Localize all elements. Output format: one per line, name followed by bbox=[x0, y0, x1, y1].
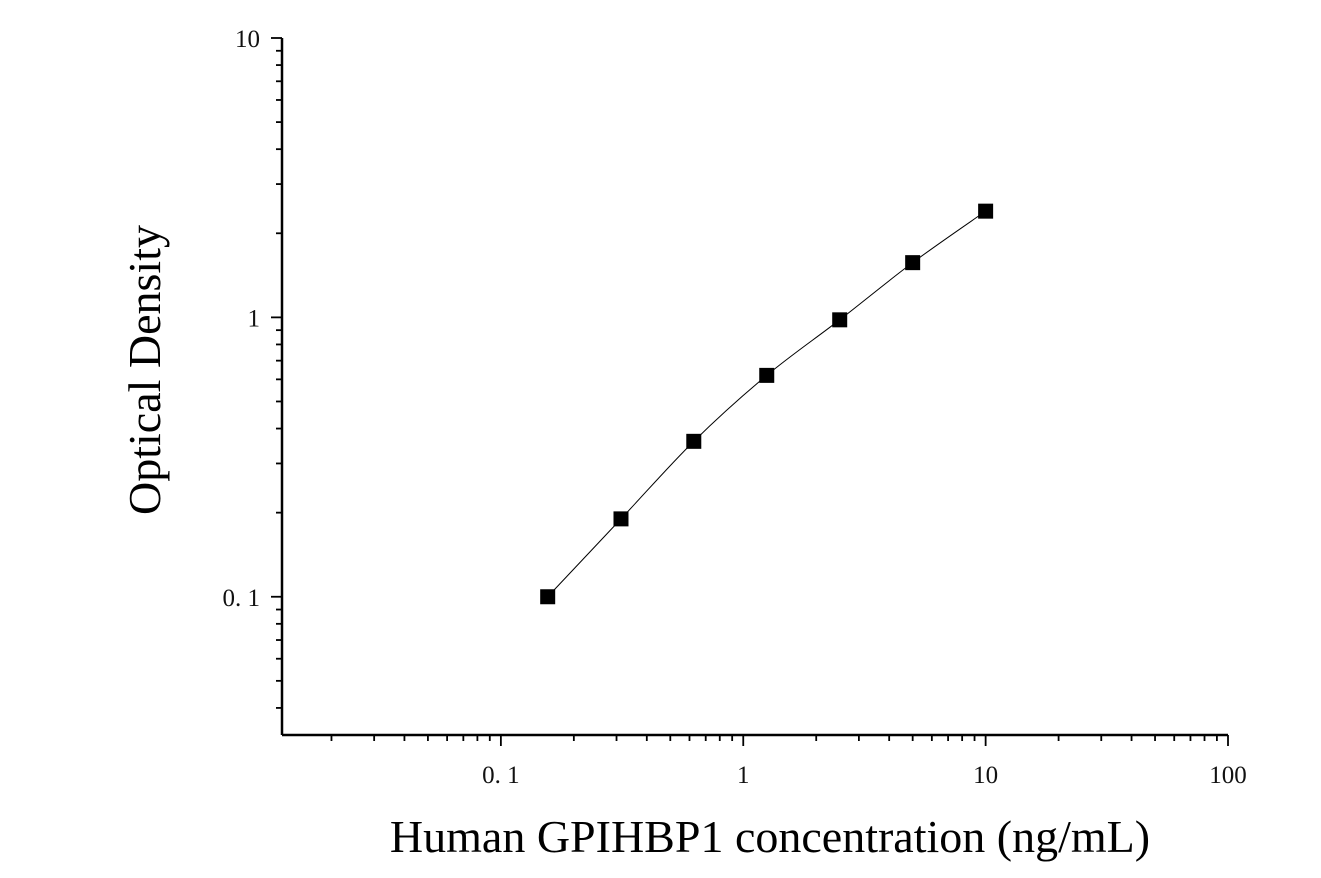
axes bbox=[280, 38, 1228, 737]
x-tick-label: 1 bbox=[737, 762, 750, 789]
x-axis-tick-labels: 0. 1 1 10 100 bbox=[482, 762, 1247, 789]
y-axis-tick-labels: 0. 1 1 10 bbox=[223, 26, 261, 612]
data-point-marker bbox=[905, 255, 921, 271]
y-tick-label: 0. 1 bbox=[223, 585, 261, 612]
x-tick-label: 10 bbox=[973, 762, 998, 789]
y-axis-title: Optical Density bbox=[119, 225, 170, 515]
x-axis-ticks bbox=[330, 735, 1229, 746]
data-point-marker bbox=[540, 589, 556, 605]
data-point-marker bbox=[978, 203, 994, 219]
y-axis-ticks bbox=[271, 37, 282, 709]
data-point-marker bbox=[832, 312, 848, 328]
y-tick-label: 1 bbox=[248, 305, 261, 332]
x-tick-label: 100 bbox=[1209, 762, 1247, 789]
data-point-marker bbox=[686, 433, 702, 449]
x-axis-title: Human GPIHBP1 concentration (ng/mL) bbox=[390, 811, 1150, 862]
data-point-marker bbox=[759, 367, 775, 383]
y-tick-label: 10 bbox=[235, 26, 260, 53]
data-point-marker bbox=[613, 511, 629, 527]
data-points bbox=[540, 203, 994, 605]
x-tick-label: 0. 1 bbox=[482, 762, 520, 789]
